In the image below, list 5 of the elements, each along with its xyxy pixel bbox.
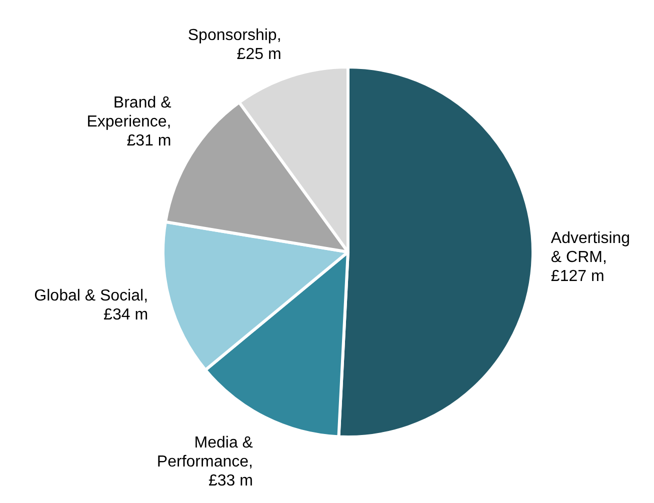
slice-label: Brand & Experience, £31 m	[86, 94, 172, 150]
slice-label: Global & Social, £34 m	[34, 287, 148, 324]
slice-label: Advertising & CRM, £127 m	[550, 230, 630, 286]
slice-label: Sponsorship, £25 m	[188, 26, 282, 63]
slice-label: Media & Performance, £33 m	[156, 434, 254, 490]
